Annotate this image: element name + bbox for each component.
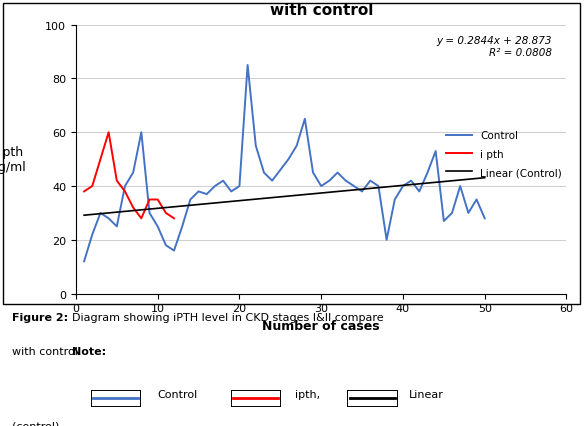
Control [244, 63, 251, 68]
Control [449, 211, 456, 216]
Control [457, 184, 464, 189]
Control [97, 211, 104, 216]
Control [121, 184, 128, 189]
Text: Diagram showing iPTH level in CKD stages I&II compare: Diagram showing iPTH level in CKD stages… [72, 313, 383, 322]
Control [326, 178, 333, 184]
Control [252, 144, 259, 149]
Control [293, 144, 300, 149]
Control [416, 190, 423, 195]
Text: with control.: with control. [12, 346, 85, 356]
Control [154, 224, 161, 229]
i pth [121, 190, 128, 195]
Control [187, 197, 194, 202]
Text: y = 0.2844x + 28.873
R² = 0.0808: y = 0.2844x + 28.873 R² = 0.0808 [436, 36, 552, 58]
Control [89, 232, 96, 237]
Control [81, 259, 88, 264]
i pth [89, 184, 96, 189]
Control [203, 192, 210, 197]
Control [301, 117, 308, 122]
Control [465, 211, 472, 216]
Control [399, 184, 406, 189]
Control [440, 219, 447, 224]
Text: (control): (control) [12, 420, 59, 426]
i pth [162, 211, 169, 216]
Control [318, 184, 325, 189]
Control [162, 243, 169, 248]
Control [179, 224, 186, 229]
Control [432, 149, 439, 154]
Control [220, 178, 227, 184]
i pth [113, 178, 120, 184]
Control [105, 216, 112, 222]
Text: Figure 2:: Figure 2: [12, 313, 68, 322]
i pth [97, 157, 104, 162]
Control [260, 170, 267, 176]
Text: Note:: Note: [72, 346, 106, 356]
Control [130, 170, 137, 176]
Control [138, 130, 145, 135]
Control [350, 184, 357, 189]
i pth [138, 216, 145, 222]
Control [236, 184, 243, 189]
i pth [81, 190, 88, 195]
Control [367, 178, 374, 184]
Control [195, 190, 202, 195]
Control [391, 197, 398, 202]
i pth [154, 197, 161, 202]
Control [277, 168, 284, 173]
i pth [146, 197, 153, 202]
Control [342, 178, 349, 184]
Control [408, 178, 415, 184]
Control [473, 197, 480, 202]
Line: i pth: i pth [84, 133, 174, 219]
Text: Control: Control [158, 389, 198, 399]
Control [211, 184, 218, 189]
Control [424, 170, 431, 176]
Control [375, 184, 382, 189]
i pth [105, 130, 112, 135]
Control [113, 224, 120, 229]
Control [383, 238, 390, 243]
i pth [171, 216, 178, 222]
Control [228, 190, 235, 195]
i pth [130, 205, 137, 210]
Control [171, 248, 178, 253]
Control [269, 178, 276, 184]
Line: Control: Control [84, 66, 485, 262]
Control [310, 170, 317, 176]
Control [334, 170, 341, 176]
Legend: Control, i pth, Linear (Control): Control, i pth, Linear (Control) [442, 127, 566, 182]
Text: Linear: Linear [409, 389, 444, 399]
Control [481, 216, 488, 222]
Text: ipth,: ipth, [295, 389, 320, 399]
Title: ipth level in CKD Stages I&II compare
with control: ipth level in CKD Stages I&II compare wi… [161, 0, 482, 17]
Y-axis label: i pth
pg/ml: i pth pg/ml [0, 146, 27, 174]
Control [285, 157, 292, 162]
X-axis label: Number of cases: Number of cases [262, 319, 380, 332]
Control [359, 190, 366, 195]
Control [146, 211, 153, 216]
